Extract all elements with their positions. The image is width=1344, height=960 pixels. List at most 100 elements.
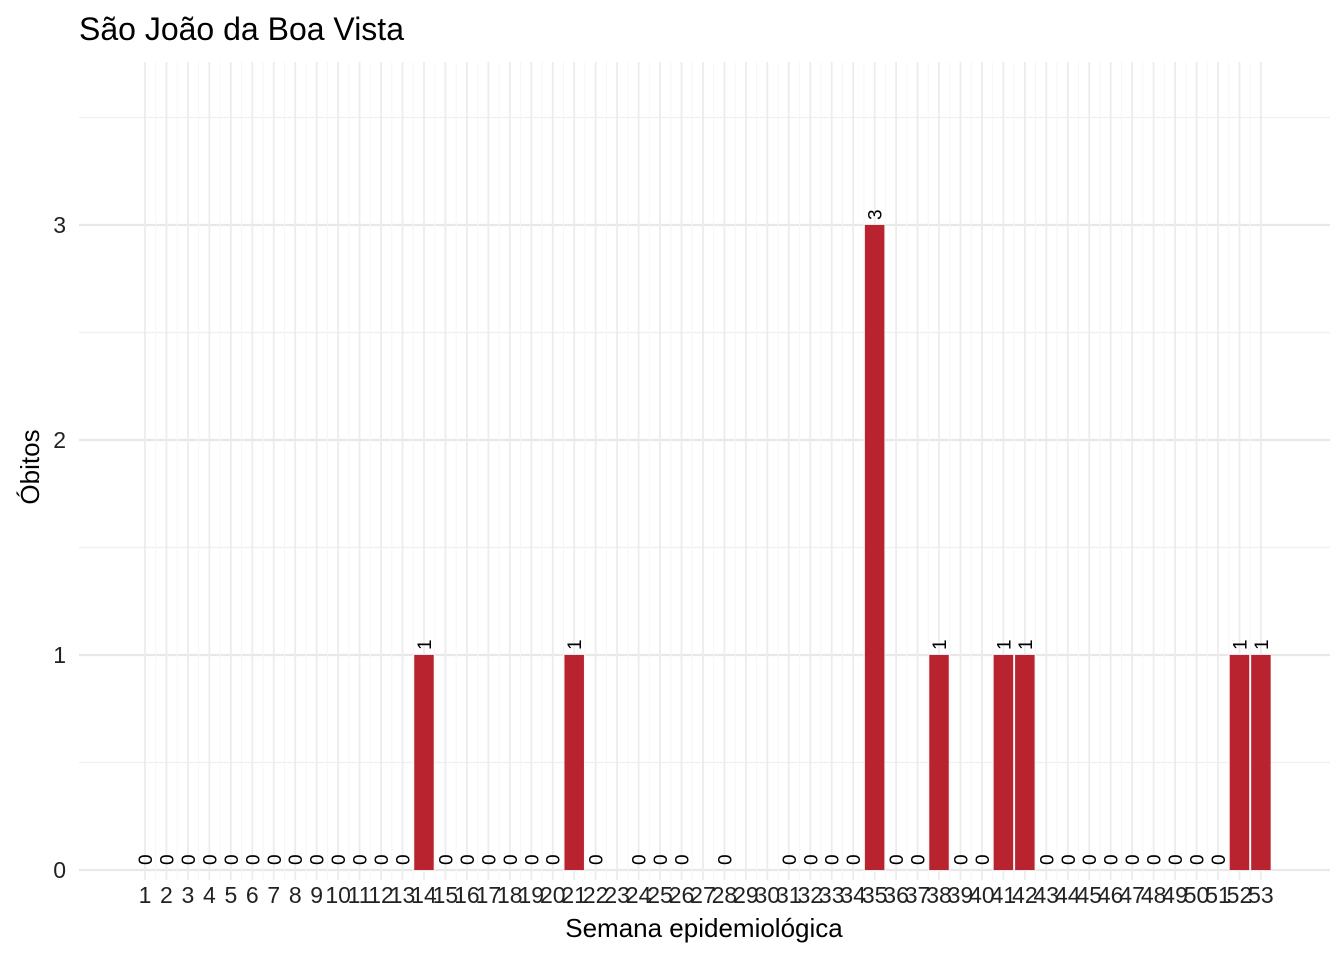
x-tick-label: 51 bbox=[1205, 882, 1231, 908]
bar-value-label: 0 bbox=[887, 854, 908, 865]
x-tick-label: 5 bbox=[224, 882, 237, 908]
x-tick-label: 8 bbox=[289, 882, 302, 908]
bar bbox=[564, 655, 584, 870]
bar-value-label: 0 bbox=[329, 854, 350, 865]
bar-value-label: 0 bbox=[436, 854, 457, 865]
x-tick-label: 26 bbox=[669, 882, 695, 908]
x-tick-label: 30 bbox=[755, 882, 781, 908]
x-tick-label: 1 bbox=[139, 882, 152, 908]
bar-value-label: 1 bbox=[1230, 639, 1251, 650]
bar-value-label: 0 bbox=[1059, 854, 1080, 865]
x-tick-label: 10 bbox=[325, 882, 351, 908]
x-tick-label: 29 bbox=[733, 882, 759, 908]
bar-value-label: 0 bbox=[372, 854, 393, 865]
bar-value-label: 0 bbox=[844, 854, 865, 865]
bar-value-label: 1 bbox=[415, 639, 436, 650]
x-tick-label: 16 bbox=[454, 882, 480, 908]
bar-value-label: 0 bbox=[501, 854, 522, 865]
x-tick-label: 50 bbox=[1184, 882, 1210, 908]
bar-value-label: 1 bbox=[1016, 639, 1037, 650]
bar-value-label: 0 bbox=[394, 854, 415, 865]
x-tick-label: 28 bbox=[712, 882, 738, 908]
x-tick-label: 53 bbox=[1248, 882, 1274, 908]
bar-value-label: 0 bbox=[286, 854, 307, 865]
x-tick-label: 31 bbox=[776, 882, 802, 908]
bar-value-label: 0 bbox=[222, 854, 243, 865]
x-tick-label: 39 bbox=[948, 882, 974, 908]
x-tick-label: 21 bbox=[561, 882, 587, 908]
x-tick-label: 45 bbox=[1076, 882, 1102, 908]
bar-value-label: 0 bbox=[951, 854, 972, 865]
bar bbox=[414, 655, 434, 870]
bar-value-label: 0 bbox=[1123, 854, 1144, 865]
x-tick-label: 46 bbox=[1098, 882, 1124, 908]
bar-value-label: 1 bbox=[930, 639, 951, 650]
x-tick-label: 22 bbox=[583, 882, 609, 908]
x-axis-ticks: 1 2 3 4 5 6 7 8 9 1011121314151617181920212223242… bbox=[139, 882, 1274, 908]
x-tick-label: 3 bbox=[182, 882, 195, 908]
bar-value-label: 0 bbox=[458, 854, 479, 865]
x-tick-label: 13 bbox=[390, 882, 416, 908]
x-tick-label: 36 bbox=[883, 882, 909, 908]
bar bbox=[864, 225, 885, 870]
x-tick-label: 12 bbox=[368, 882, 394, 908]
x-tick-label: 49 bbox=[1162, 882, 1188, 908]
bar-value-label: 0 bbox=[243, 854, 264, 865]
y-axis-title: Óbitos bbox=[15, 429, 45, 504]
bar-value-label: 1 bbox=[565, 639, 586, 650]
bar-value-label: 0 bbox=[909, 854, 930, 865]
x-tick-label: 40 bbox=[969, 882, 995, 908]
x-tick-label: 52 bbox=[1227, 882, 1253, 908]
x-tick-label: 14 bbox=[411, 882, 437, 908]
bar-value-label: 0 bbox=[351, 854, 372, 865]
bar-value-label: 1 bbox=[1252, 639, 1273, 650]
x-tick-label: 47 bbox=[1119, 882, 1145, 908]
x-tick-label: 6 bbox=[246, 882, 259, 908]
bar-value-label: 0 bbox=[823, 854, 844, 865]
bar-value-label: 0 bbox=[179, 854, 200, 865]
bar-value-label: 0 bbox=[479, 854, 500, 865]
bar-value-label: 0 bbox=[265, 854, 286, 865]
bar-value-label: 0 bbox=[630, 854, 651, 865]
y-tick-label: 2 bbox=[53, 427, 66, 453]
bar-value-label: 1 bbox=[994, 639, 1015, 650]
x-tick-label: 11 bbox=[348, 882, 372, 908]
bar-labels: 0 0 0 0 0 0 0 0 0 0 0 0 010 0 0 0 0 010 0 0 0 0 0 0 0 030 010 01 10 0… bbox=[136, 209, 1273, 865]
bar-value-label: 0 bbox=[1080, 854, 1101, 865]
bar-value-label: 0 bbox=[1166, 854, 1187, 865]
bars bbox=[414, 225, 1271, 870]
x-tick-label: 17 bbox=[476, 882, 502, 908]
x-tick-label: 23 bbox=[604, 882, 630, 908]
bar-value-label: 0 bbox=[157, 854, 178, 865]
bar-value-label: 0 bbox=[1209, 854, 1230, 865]
x-tick-label: 15 bbox=[433, 882, 459, 908]
x-axis-title: Semana epidemiológica bbox=[565, 913, 843, 943]
x-tick-label: 4 bbox=[203, 882, 216, 908]
bar-value-label: 0 bbox=[200, 854, 221, 865]
bar-value-label: 0 bbox=[1037, 854, 1058, 865]
bar bbox=[929, 655, 949, 870]
x-tick-label: 48 bbox=[1141, 882, 1167, 908]
x-tick-label: 37 bbox=[905, 882, 931, 908]
bar bbox=[993, 655, 1014, 870]
x-tick-label: 7 bbox=[267, 882, 280, 908]
x-tick-label: 44 bbox=[1055, 882, 1081, 908]
bar-value-label: 0 bbox=[136, 854, 157, 865]
x-tick-label: 33 bbox=[819, 882, 845, 908]
bar-value-label: 0 bbox=[801, 854, 822, 865]
y-tick-label: 0 bbox=[53, 857, 66, 883]
bar-value-label: 0 bbox=[522, 854, 543, 865]
x-tick-label: 9 bbox=[310, 882, 323, 908]
bar-value-label: 0 bbox=[1102, 854, 1123, 865]
bar bbox=[1251, 655, 1271, 870]
bar-value-label: 0 bbox=[715, 854, 736, 865]
bar-value-label: 0 bbox=[673, 854, 694, 865]
x-tick-label: 38 bbox=[926, 882, 952, 908]
bar-value-label: 0 bbox=[308, 854, 329, 865]
bar bbox=[1229, 655, 1250, 870]
y-tick-label: 1 bbox=[53, 642, 66, 668]
x-tick-label: 32 bbox=[797, 882, 823, 908]
x-tick-label: 35 bbox=[862, 882, 888, 908]
x-tick-label: 41 bbox=[991, 882, 1017, 908]
